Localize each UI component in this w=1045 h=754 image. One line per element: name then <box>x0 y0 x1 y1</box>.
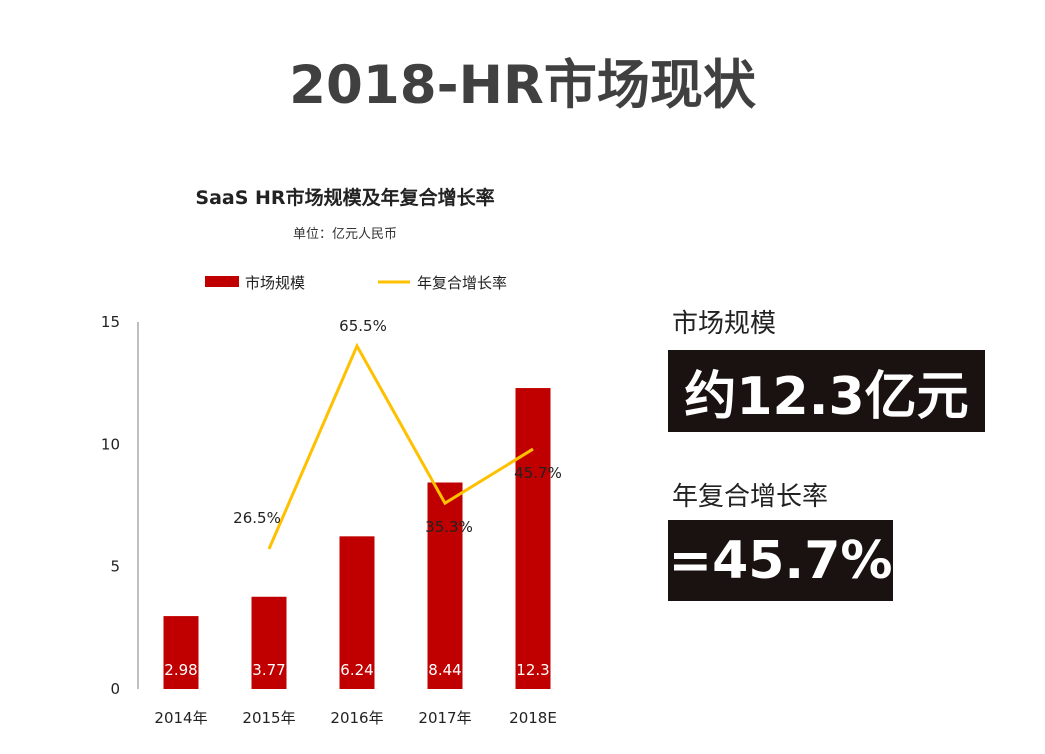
growth-rate-line: 26.5% 65.5% 35.3% 45.7% <box>233 317 562 550</box>
y-tick-label: 15 <box>101 313 120 331</box>
y-tick-label: 0 <box>110 680 120 698</box>
legend-bar-label: 市场规模 <box>245 274 305 292</box>
market-size-label: 市场规模 <box>672 309 777 339</box>
chart-title: SaaS HR市场规模及年复合增长率 <box>195 186 494 209</box>
bar <box>163 616 199 689</box>
market-size-value: 约12.3亿元 <box>668 350 985 432</box>
bars: 2.98 3.77 6.24 8.44 12.3 <box>163 388 551 689</box>
growth-rate-label: 45.7% <box>514 464 562 482</box>
bar <box>339 536 375 689</box>
growth-rate-polyline <box>267 342 534 550</box>
chart-unit: 单位：亿元人民币 <box>293 227 397 242</box>
legend-bar-swatch <box>205 276 239 287</box>
y-tick-labels: 0 5 10 15 <box>101 313 120 698</box>
legend-line-label: 年复合增长率 <box>417 274 507 292</box>
bar-value-label: 6.24 <box>340 661 373 679</box>
bar <box>251 596 287 689</box>
x-tick-label: 2017年 <box>418 709 471 727</box>
x-tick-label: 2014年 <box>154 709 207 727</box>
page-title: 2018-HR市场现状 <box>289 55 756 116</box>
y-tick-label: 10 <box>101 435 120 453</box>
growth-rate-label: 年复合增长率 <box>672 482 829 512</box>
growth-rate-value: =45.7% <box>668 520 893 601</box>
bar-value-label: 12.3 <box>516 661 549 679</box>
growth-rate-label: 26.5% <box>233 509 281 527</box>
bar <box>427 482 463 689</box>
x-tick-labels: 2014年 2015年 2016年 2017年 2018E <box>154 709 556 727</box>
bar <box>515 388 551 689</box>
x-tick-label: 2018E <box>509 709 557 727</box>
bar-value-label: 2.98 <box>164 661 197 679</box>
y-tick-label: 5 <box>110 558 120 576</box>
growth-rate-label: 65.5% <box>339 317 387 335</box>
x-tick-label: 2015年 <box>242 709 295 727</box>
bar-value-label: 8.44 <box>428 661 461 679</box>
bar-value-label: 3.77 <box>252 661 285 679</box>
growth-rate-label: 35.3% <box>425 518 473 536</box>
x-tick-label: 2016年 <box>330 709 383 727</box>
